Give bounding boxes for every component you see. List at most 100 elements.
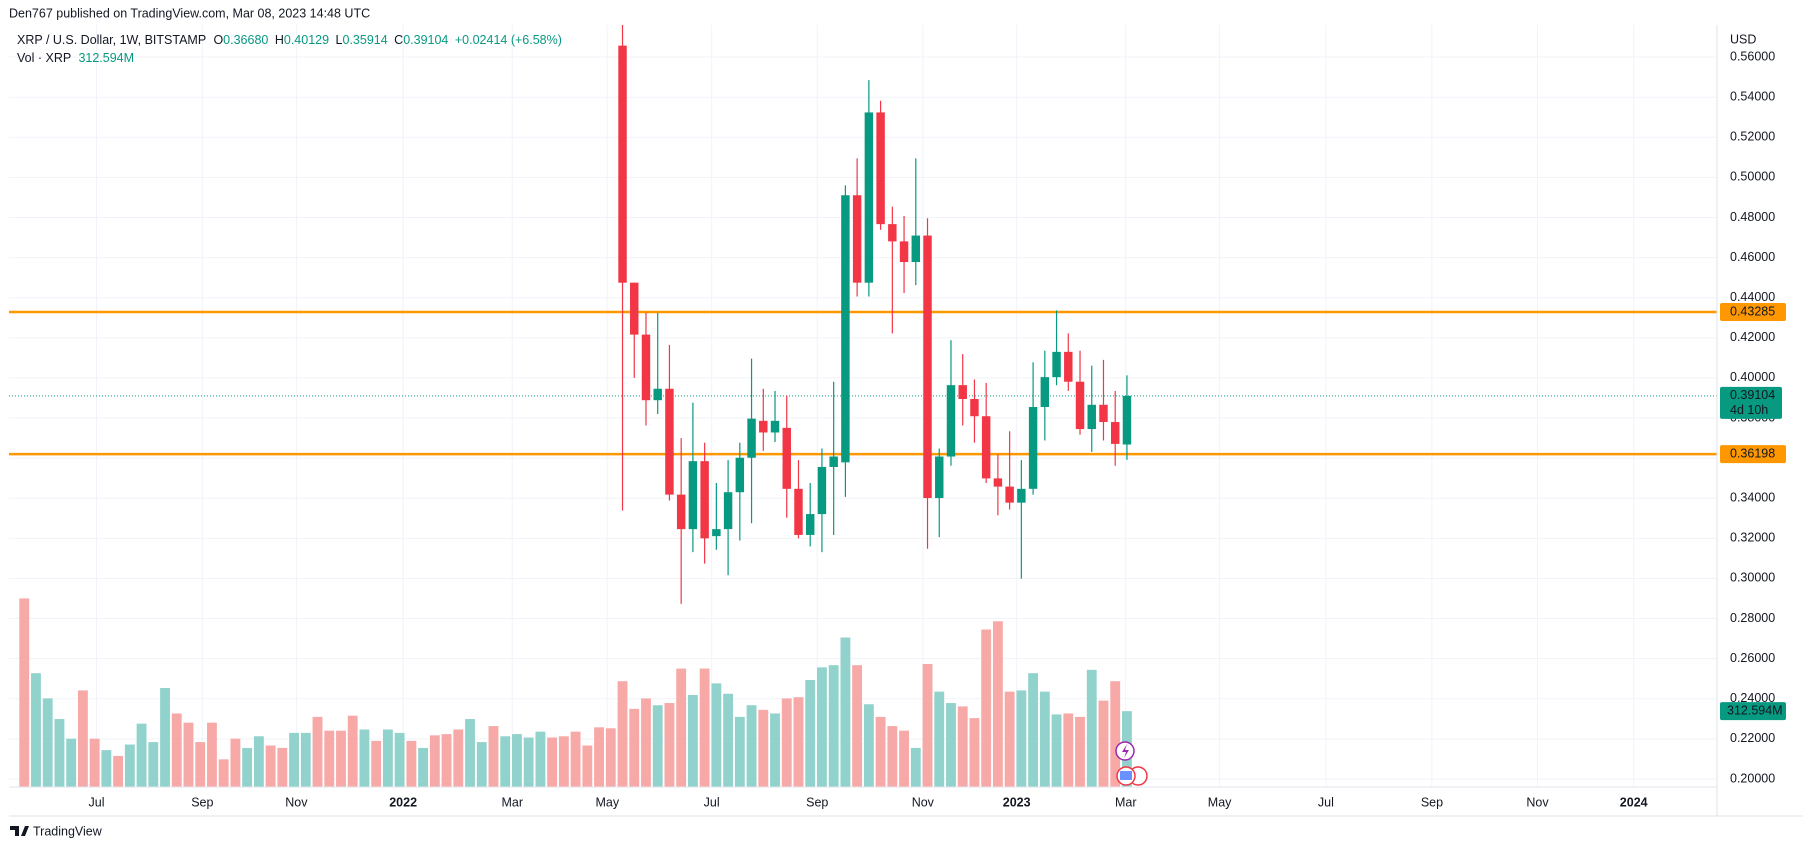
volume-bar [312,716,323,787]
y-tick-label: 0.28000 [1730,611,1775,625]
legend-c-label: C [394,33,403,47]
volume-bar [781,698,792,787]
axes: 0.20000 0.22000 0.24000 0.26000 0.28000 0.300… [89,49,1786,809]
publish-note: Den767 published on TradingView.com, Mar… [9,6,370,20]
volume-bar [441,734,452,787]
candle-body [700,461,709,539]
volume-bar [793,697,804,787]
candle-body [1028,407,1038,489]
candle-body [981,416,991,479]
candle-body [817,466,827,515]
volume-bar [183,722,194,787]
candle-body [665,388,674,495]
x-tick-label: May [1208,795,1232,809]
price-level-label: 0.43285 [1730,304,1775,318]
candle-body [630,282,639,335]
candle-body [1075,381,1085,430]
volume-bar [347,715,358,787]
volume-bar [265,745,276,787]
volume-bar [699,668,710,787]
x-tick-label: Jul [89,795,105,809]
candle-body [641,334,651,401]
volume-bar [852,665,863,787]
brand: TradingView [10,824,103,838]
y-tick-label: 0.26000 [1730,651,1775,665]
volume-bar [957,706,968,787]
volume-bar [148,742,159,787]
volume-bar [817,667,827,787]
volume-bar [171,713,182,787]
x-tick-label: Nov [285,795,308,809]
legend-high: 0.40129 [284,33,329,47]
candle-body [946,385,956,457]
volume-bar [770,713,780,787]
volume-value: 312.594M [78,51,134,65]
volume-bar [277,747,288,787]
volume-bar [1075,716,1085,787]
volume-bar [512,734,522,787]
candle-body [723,492,733,530]
volume-bar [1039,691,1050,787]
volume-bar [805,679,816,787]
volume-bar [19,598,30,787]
volume-bar [734,716,745,787]
volume-bar [394,732,405,787]
volume-bar [77,690,88,787]
candle-body [676,494,686,530]
x-tick-label: 2024 [1620,795,1648,809]
legend-low: 0.35914 [343,33,388,47]
volume-bar [418,747,429,787]
currency: USD [1730,32,1756,46]
brand-name: TradingView [33,824,103,838]
volume-bar [969,718,980,787]
volume-bar [230,738,241,787]
legend-line: XRP / U.S. Dollar, 1W, BITSTAMP O0.36680… [17,33,562,47]
x-tick-label: Jul [1318,795,1334,809]
volume-bar [617,681,628,787]
volume-bar [113,755,124,787]
y-tick-label: 0.50000 [1730,170,1775,184]
volume-bar [1016,690,1027,787]
volume-bar [242,747,253,787]
y-tick-label: 0.40000 [1730,370,1775,384]
volume-bar [500,736,511,787]
volume-bar [828,665,839,787]
candle-body [735,457,745,493]
y-tick-label: 0.54000 [1730,89,1775,103]
y-tick-label: 0.24000 [1730,691,1775,705]
candle-body [653,388,662,401]
y-tick-label: 0.22000 [1730,731,1775,745]
volume-bar [910,747,921,787]
volume-bar [863,704,874,787]
volume-legend: Vol · XRP 312.594M [17,51,134,65]
candle-body [911,235,921,263]
volume-tag-label: 312.594M [1727,703,1783,717]
candle-body [1087,404,1096,430]
candle-body [759,420,768,433]
volume-bar [840,637,851,787]
volume-bar [453,729,464,787]
countdown-label: 4d 10h [1730,403,1768,417]
volume-bar [406,740,417,787]
candle-body [899,241,909,263]
candle-body [852,195,862,283]
volume-bar [476,742,487,787]
volume-bar [465,719,475,787]
x-tick-label: May [595,795,619,809]
candle-body [935,456,944,499]
volume-pane [19,598,1132,787]
volume-bar [324,730,335,787]
volume-bar [746,705,757,787]
volume-bar [641,698,651,787]
volume-bar [664,703,675,787]
last-price-label: 0.39104 [1730,388,1775,402]
candle-body [1017,488,1026,503]
price-level-tag [1720,303,1786,322]
x-tick-label: Mar [1115,795,1137,809]
volume-bar [488,726,499,787]
x-tick-label: Nov [1526,795,1549,809]
candle-body [829,456,838,467]
candle-body [841,195,850,463]
volume-bar [676,668,687,787]
volume-bar [629,708,640,787]
